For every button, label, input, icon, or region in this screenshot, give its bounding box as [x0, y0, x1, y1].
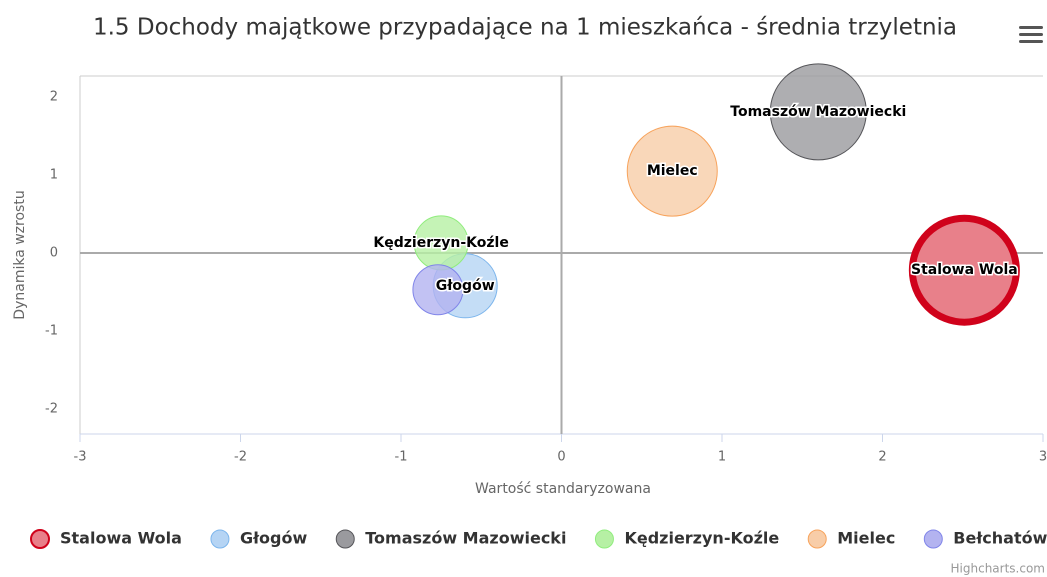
bubble [626, 125, 718, 217]
legend-item[interactable]: Mielec [837, 529, 895, 548]
legend-item[interactable]: Bełchatów [953, 529, 1047, 548]
legend-symbol [30, 529, 50, 549]
data-label: Kędzierzyn-Koźle [373, 235, 508, 251]
credits[interactable]: Highcharts.com [951, 562, 1045, 576]
data-label: Stalowa Wola [911, 262, 1018, 278]
y-tick-label: -2 [45, 402, 58, 417]
legend-item[interactable]: Stalowa Wola [60, 529, 182, 548]
x-axis-title: Wartość standaryzowana [475, 481, 651, 497]
data-label: Tomaszów Mazowiecki [730, 104, 906, 120]
legend-symbol [807, 529, 827, 549]
x-tick-label: -2 [234, 450, 247, 465]
y-tick-label: 1 [50, 168, 58, 183]
x-tick-label: 2 [878, 450, 886, 465]
data-label: Głogów [436, 278, 495, 294]
x-tick-label: -1 [395, 450, 408, 465]
y-axis-title: Dynamika wzrostu [12, 190, 28, 319]
bubble [908, 214, 1020, 326]
x-tick-label: 0 [557, 450, 565, 465]
menu-icon[interactable] [1019, 26, 1043, 43]
y-tick-label: 2 [50, 90, 58, 105]
data-label: Mielec [647, 163, 698, 179]
x-tick-label: -3 [74, 450, 87, 465]
legend-item[interactable]: Głogów [240, 529, 308, 548]
legend-item[interactable]: Kędzierzyn-Koźle [624, 529, 779, 548]
x-tick-label: 1 [718, 450, 726, 465]
legend: Stalowa Wola Głogów Tomaszów Mazowiecki Kęd… [30, 529, 1047, 549]
x-tick-label: 3 [1039, 450, 1047, 465]
legend-symbol [594, 529, 614, 549]
y-tick-label: 0 [50, 246, 58, 261]
bubble [412, 264, 464, 316]
legend-item[interactable]: Tomaszów Mazowiecki [365, 529, 566, 548]
legend-symbol [923, 529, 943, 549]
y-tick-label: -1 [45, 324, 58, 339]
chart-title: 1.5 Dochody majątkowe przypadające na 1 … [93, 15, 957, 41]
legend-symbol [210, 529, 230, 549]
bubble [769, 63, 867, 161]
legend-symbol [335, 529, 355, 549]
